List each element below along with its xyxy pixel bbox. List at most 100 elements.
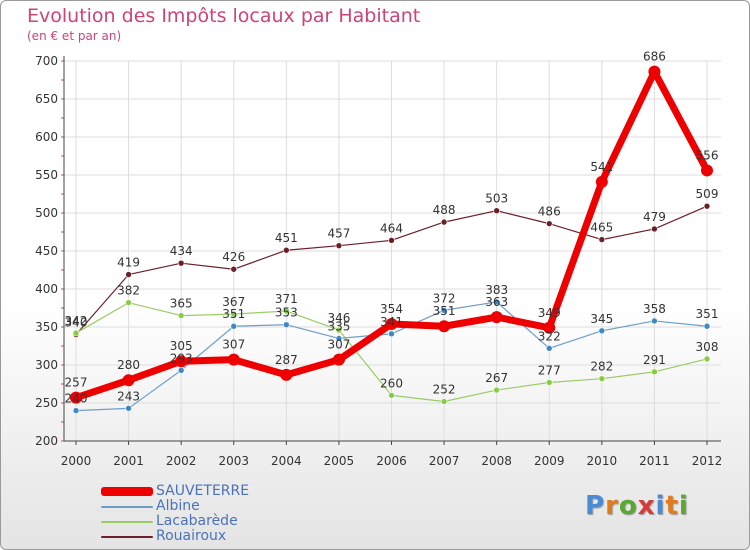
- data-point-albine: [545, 344, 553, 352]
- data-point-albine: [493, 298, 500, 306]
- data-point-albine: [598, 327, 606, 335]
- legend-swatch-lacabarede: [101, 521, 153, 523]
- data-point-sauveterre: [490, 311, 503, 324]
- data-point-lacabarede: [545, 379, 553, 386]
- y-tick-label: 400: [35, 282, 58, 296]
- data-label-albine: 243: [117, 389, 140, 403]
- data-point-rouairoux: [545, 220, 553, 227]
- x-tick-label: 2010: [587, 454, 618, 468]
- y-tick-label: 600: [35, 130, 58, 144]
- data-point-sauveterre: [280, 368, 293, 381]
- data-label-sauveterre: 280: [117, 358, 140, 372]
- data-point-albine: [440, 306, 448, 314]
- data-label-lacabarede: 342: [65, 314, 88, 328]
- data-label-rouairoux: 465: [590, 221, 613, 235]
- data-label-sauveterre: 307: [327, 338, 350, 352]
- data-point-lacabarede: [335, 326, 343, 334]
- data-point-albine: [703, 322, 711, 330]
- data-point-rouairoux: [283, 246, 290, 254]
- x-tick-label: 2002: [166, 454, 197, 468]
- data-label-lacabarede: 346: [327, 311, 350, 325]
- data-label-albine: 322: [538, 329, 561, 343]
- data-label-rouairoux: 426: [222, 250, 245, 264]
- data-labels: 340 419 434 426 451 457 464 488 503 486 465 479 509 3…: [65, 50, 719, 406]
- data-point-sauveterre: [175, 355, 188, 368]
- data-label-lacabarede: 282: [590, 360, 613, 374]
- data-label-albine: 240: [65, 392, 88, 406]
- data-label-lacabarede: 267: [485, 371, 508, 385]
- x-tick-label: 2004: [271, 454, 302, 468]
- data-point-lacabarede: [493, 386, 500, 394]
- data-label-lacabarede: 365: [170, 297, 193, 311]
- chart-subtitle: (en € et par an): [27, 29, 122, 43]
- data-point-rouairoux: [440, 218, 448, 226]
- logo-letter: t: [665, 491, 679, 521]
- series-group: [70, 65, 713, 414]
- data-label-lacabarede: 308: [696, 340, 719, 354]
- x-tick-label: 2008: [481, 454, 512, 468]
- logo-letter: i: [678, 491, 689, 521]
- data-point-rouairoux: [598, 236, 606, 243]
- data-label-sauveterre: 257: [65, 376, 88, 390]
- legend-label-rouairoux: Rouairoux: [156, 528, 227, 544]
- data-point-rouairoux: [125, 271, 132, 278]
- data-label-sauveterre: 287: [275, 353, 298, 367]
- data-point-sauveterre: [122, 374, 135, 387]
- y-tick-label: 500: [35, 206, 58, 220]
- data-label-sauveterre: 351: [433, 304, 456, 318]
- x-tick-label: 2005: [324, 454, 355, 468]
- y-tick-label: 650: [35, 92, 58, 106]
- data-label-lacabarede: 371: [275, 292, 298, 306]
- data-point-lacabarede: [598, 375, 606, 382]
- grid: [64, 60, 721, 442]
- data-point-sauveterre: [543, 321, 556, 334]
- data-label-lacabarede: 291: [643, 353, 666, 367]
- y-tick-label: 250: [35, 396, 58, 410]
- data-point-sauveterre: [385, 317, 398, 330]
- data-label-sauveterre: 307: [222, 338, 245, 352]
- data-label-sauveterre: 354: [380, 302, 403, 316]
- data-point-lacabarede: [388, 392, 395, 399]
- x-tick-label: 2000: [61, 454, 92, 468]
- logo-letter: r: [605, 491, 619, 521]
- data-point-rouairoux: [651, 225, 658, 233]
- legend-label-albine: Albine: [156, 498, 200, 514]
- data-point-lacabarede: [125, 299, 132, 306]
- logo-letter: x: [637, 491, 656, 521]
- data-label-lacabarede: 252: [433, 382, 456, 396]
- data-label-rouairoux: 419: [117, 256, 140, 270]
- data-point-lacabarede: [177, 312, 185, 319]
- data-label-albine: 293: [170, 351, 193, 365]
- x-tick-label: 2003: [218, 454, 249, 468]
- data-point-albine: [230, 322, 238, 330]
- data-label-rouairoux: 486: [538, 205, 561, 219]
- data-label-albine: 345: [590, 312, 613, 326]
- data-label-albine: 353: [275, 306, 298, 320]
- data-point-albine: [177, 367, 185, 374]
- data-label-rouairoux: 488: [433, 203, 456, 217]
- data-label-sauveterre: 349: [538, 306, 561, 320]
- data-label-albine: 351: [222, 307, 245, 321]
- data-point-sauveterre: [438, 320, 451, 333]
- data-point-sauveterre: [227, 353, 240, 366]
- data-label-rouairoux: 457: [327, 227, 350, 241]
- y-tick-label: 700: [35, 54, 58, 68]
- data-label-rouairoux: 509: [696, 187, 719, 201]
- axes: 200 250 300 350 400 450 500 550 600 650 700 2000 200…: [35, 54, 722, 468]
- data-point-rouairoux: [493, 207, 500, 215]
- data-label-sauveterre: 556: [696, 148, 719, 162]
- data-point-sauveterre: [70, 391, 82, 404]
- legend-swatch-rouairoux: [101, 536, 153, 538]
- data-point-rouairoux: [177, 259, 185, 267]
- x-tick-label: 2007: [429, 454, 460, 468]
- data-label-rouairoux: 451: [275, 231, 298, 245]
- legend-label-sauveterre: SAUVETERRE: [156, 483, 250, 499]
- legend-swatch-albine: [101, 506, 153, 508]
- y-tick-label: 200: [35, 434, 58, 448]
- data-point-rouairoux: [388, 237, 395, 244]
- data-point-lacabarede: [72, 329, 80, 337]
- data-point-albine: [72, 407, 80, 414]
- data-label-sauveterre: 305: [170, 339, 193, 353]
- data-label-rouairoux: 340: [65, 316, 88, 330]
